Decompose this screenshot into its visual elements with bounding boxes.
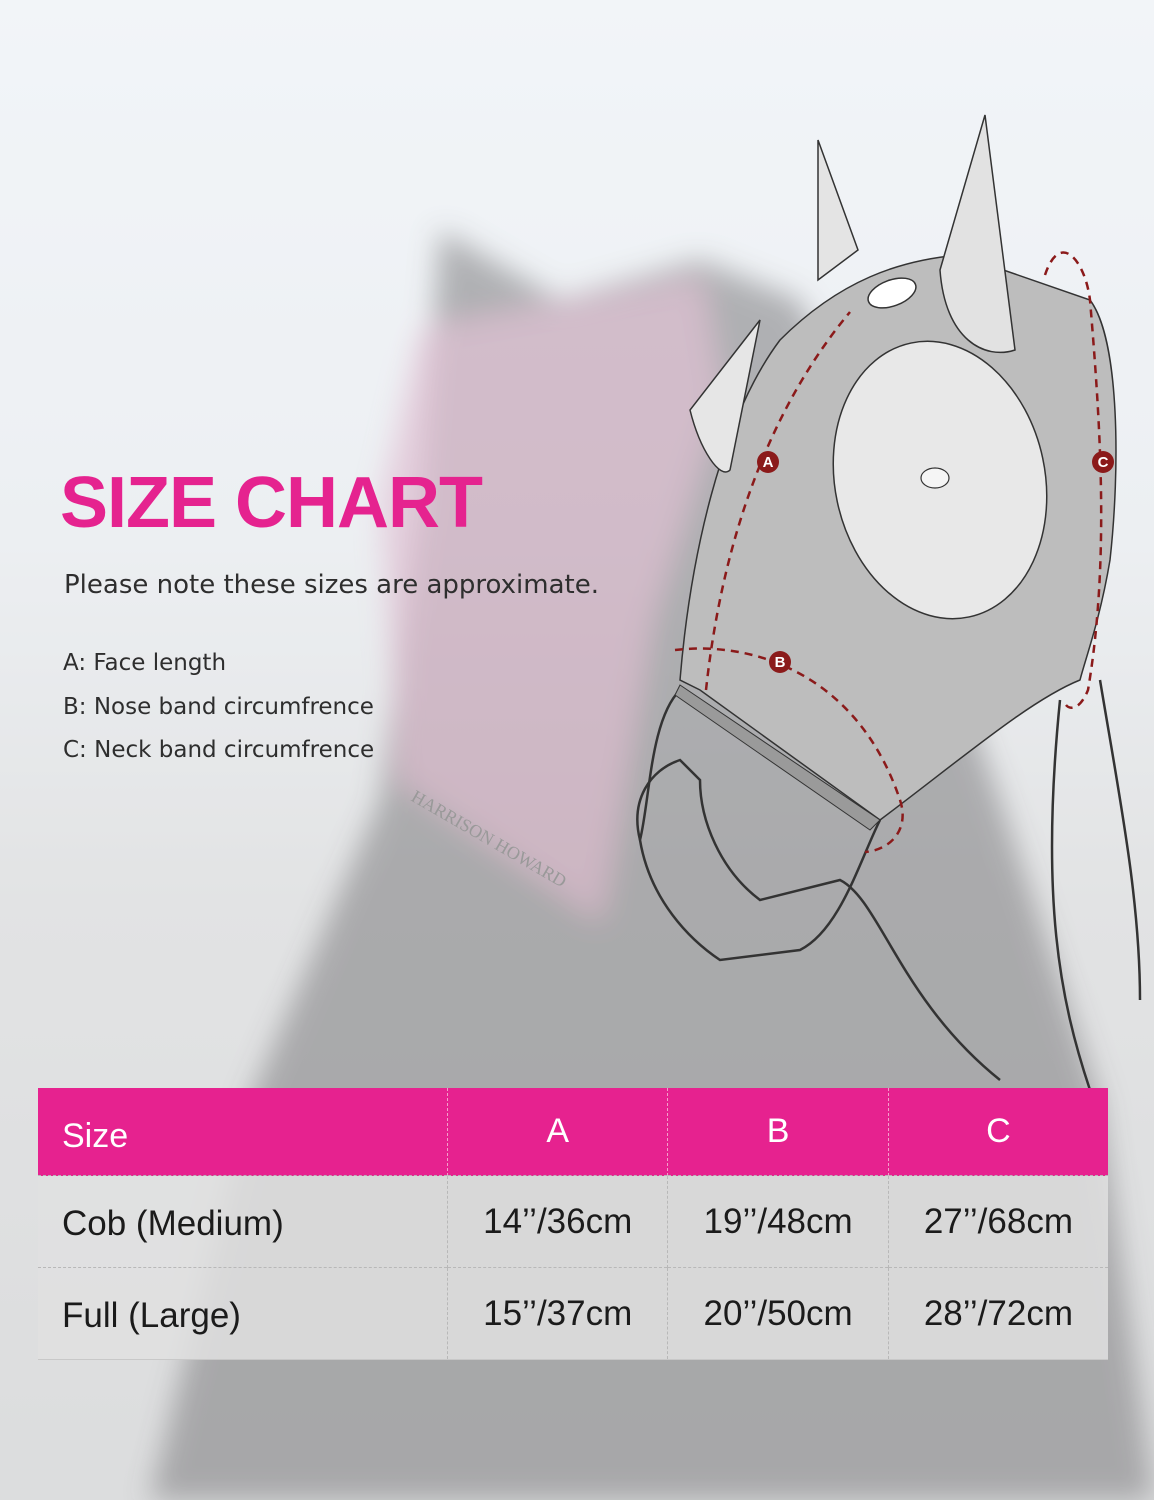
marker-a: A — [763, 454, 774, 471]
header-c: C — [887, 1088, 1108, 1176]
measurement-legend: A: Face length B: Nose band circumfrence… — [63, 642, 374, 773]
cell-a: 15’’/37cm — [446, 1267, 668, 1360]
cell-b: 20’’/50cm — [667, 1267, 889, 1360]
legend-item-a: A: Face length — [63, 650, 227, 676]
header-b: B — [667, 1088, 889, 1176]
marker-b: B — [775, 654, 786, 671]
table-header-row: Size A B C — [38, 1088, 1108, 1176]
cell-a: 14’’/36cm — [446, 1175, 668, 1268]
table-row: Full (Large) 15’’/37cm 20’’/50cm 28’’/72… — [38, 1267, 1108, 1360]
header-size: Size — [38, 1088, 448, 1176]
cell-size: Full (Large) — [38, 1267, 448, 1360]
diagram-markers: A B C — [757, 451, 1114, 673]
legend-item-c: C: Neck band circumfrence — [63, 737, 375, 763]
marker-c: C — [1098, 454, 1109, 471]
cell-c: 27’’/68cm — [887, 1175, 1108, 1268]
page-title: SIZE CHART — [60, 463, 483, 543]
header-a: A — [446, 1088, 668, 1176]
size-table: Size A B C Cob (Medium) 14’’/36cm 19’’/4… — [38, 1088, 1108, 1360]
cell-size: Cob (Medium) — [38, 1175, 448, 1268]
legend-item-b: B: Nose band circumfrence — [63, 693, 374, 720]
cell-b: 19’’/48cm — [667, 1175, 889, 1268]
table-row: Cob (Medium) 14’’/36cm 19’’/48cm 27’’/68… — [38, 1175, 1108, 1268]
cell-c: 28’’/72cm — [887, 1267, 1108, 1360]
horse-mask-diagram — [636, 114, 1142, 1091]
approximate-note: Please note these sizes are approximate. — [64, 570, 599, 600]
